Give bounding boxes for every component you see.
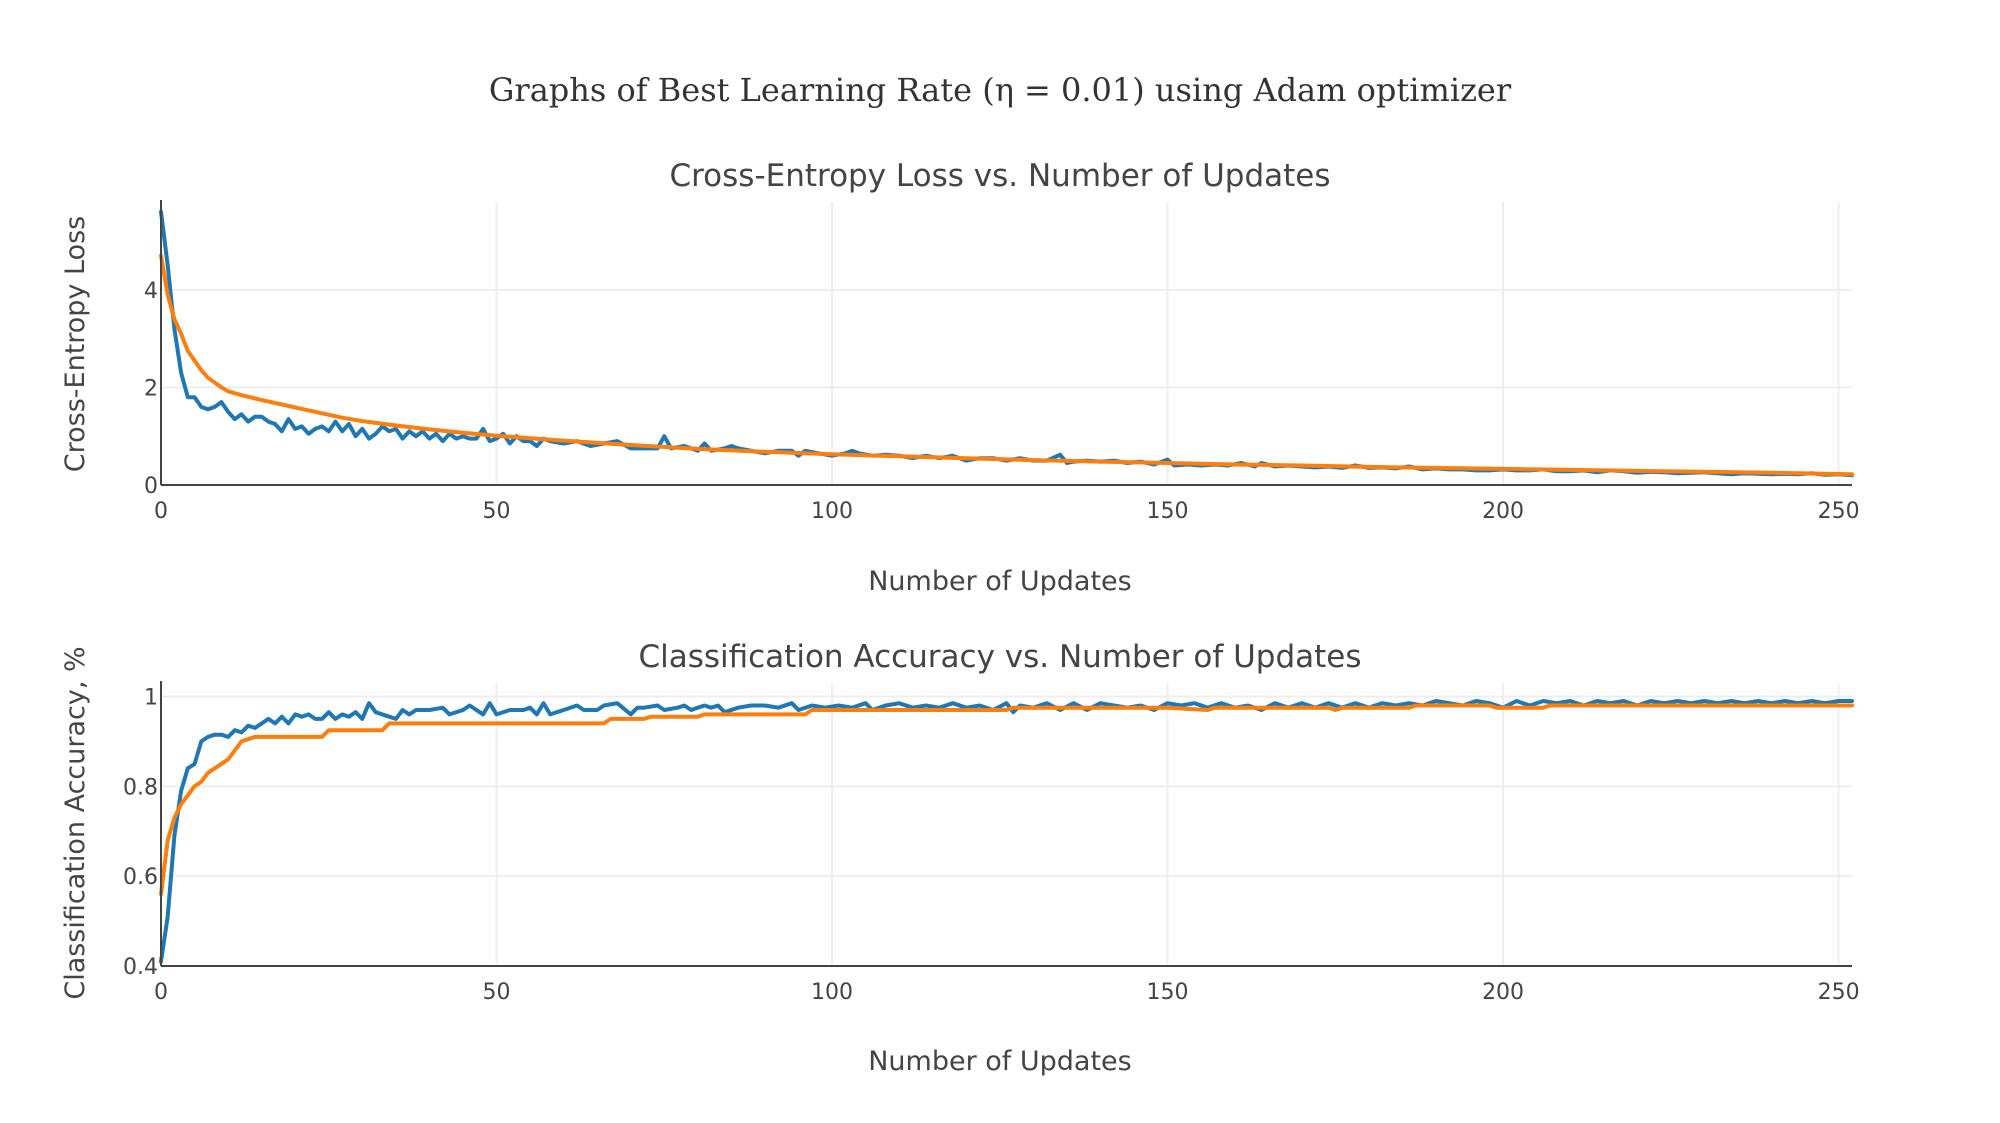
- accuracy-xtick-label: 50: [483, 980, 511, 1005]
- loss-chart-xlabel: Number of Updates: [868, 566, 1132, 597]
- accuracy-xtick-label: 100: [811, 980, 853, 1005]
- accuracy-chart-xlabel: Number of Updates: [868, 1046, 1132, 1077]
- loss-chart-ticks: 0 50 100 150 200 250 0 2 4: [144, 279, 1860, 524]
- loss-chart-series: [159, 209, 1854, 478]
- accuracy-ytick-label: 1: [144, 685, 158, 710]
- loss-xtick-label: 100: [811, 499, 853, 524]
- accuracy-chart: Classification Accuracy vs. Number of Up…: [60, 639, 1860, 1077]
- accuracy-series-orange-line: [159, 703, 1854, 897]
- loss-xtick-label: 150: [1147, 499, 1189, 524]
- accuracy-xtick-label: 250: [1818, 980, 1860, 1005]
- accuracy-ytick-label: 0.4: [123, 955, 158, 980]
- loss-series-orange-line: [159, 253, 1854, 477]
- figure-title: Graphs of Best Learning Rate (η = 0.01) …: [489, 71, 1512, 109]
- accuracy-chart-title: Classification Accuracy vs. Number of Up…: [638, 639, 1361, 675]
- loss-ytick-label: 2: [144, 376, 158, 401]
- accuracy-xtick-label: 200: [1482, 980, 1524, 1005]
- accuracy-series-blue-line: [159, 699, 1854, 964]
- loss-xtick-label: 200: [1482, 499, 1524, 524]
- loss-chart: Cross-Entropy Loss vs. Number of Updates…: [60, 158, 1860, 597]
- loss-ytick-label: 0: [144, 474, 158, 499]
- accuracy-chart-axes: [160, 681, 1852, 967]
- accuracy-chart-grid: [161, 683, 1852, 966]
- loss-xtick-label: 50: [483, 499, 511, 524]
- loss-chart-grid: [161, 202, 1852, 485]
- accuracy-ytick-label: 0.8: [123, 775, 158, 800]
- loss-xtick-label: 0: [154, 499, 168, 524]
- accuracy-xtick-label: 0: [154, 980, 168, 1005]
- loss-xtick-label: 250: [1818, 499, 1860, 524]
- loss-chart-axes: [160, 200, 1852, 486]
- accuracy-chart-series: [159, 699, 1854, 964]
- accuracy-xtick-label: 150: [1147, 980, 1189, 1005]
- loss-ytick-label: 4: [144, 279, 158, 304]
- loss-series-blue-line: [159, 209, 1854, 478]
- loss-chart-title: Cross-Entropy Loss vs. Number of Updates: [669, 158, 1330, 194]
- loss-chart-ylabel: Cross-Entropy Loss: [60, 216, 91, 472]
- accuracy-chart-ylabel: Classification Accuracy, %: [60, 646, 91, 999]
- accuracy-ytick-label: 0.6: [123, 865, 158, 890]
- accuracy-chart-ticks: 0 50 100 150 200 250 0.4 0.6 0.8 1: [123, 685, 1860, 1005]
